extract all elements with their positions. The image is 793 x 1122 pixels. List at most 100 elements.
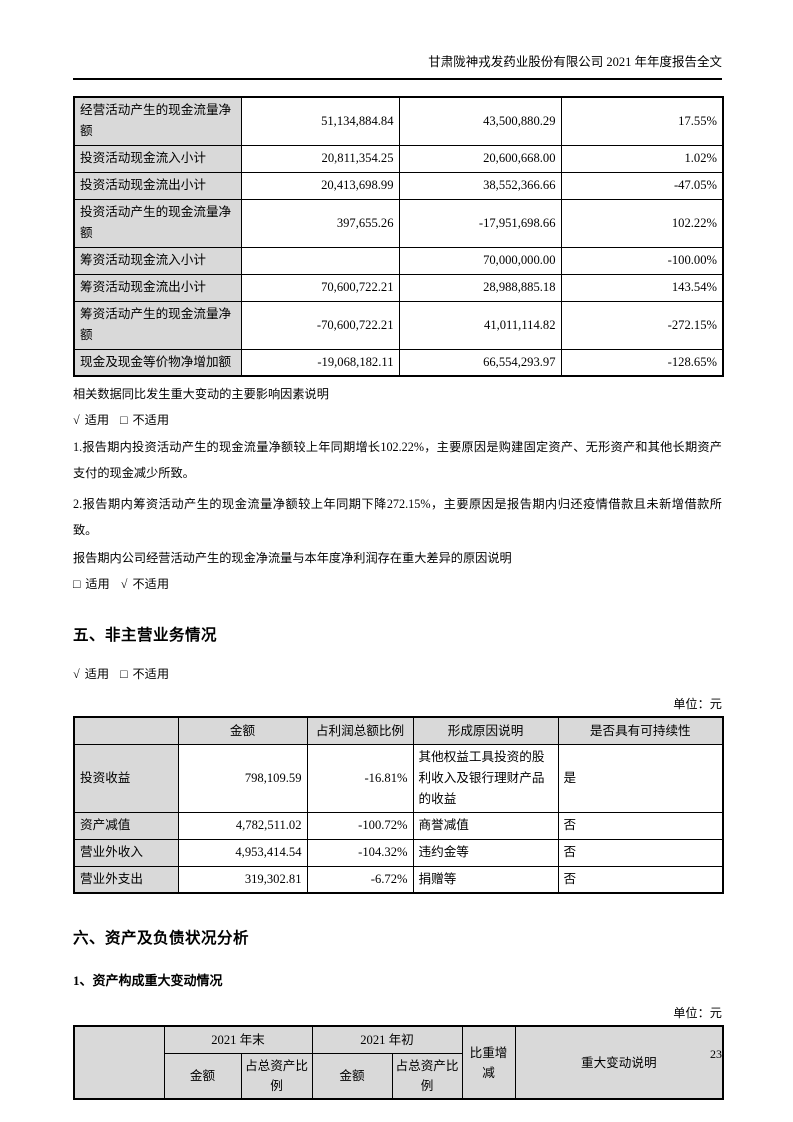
applicable-label: 适用 [84,667,110,681]
table-row: 投资活动产生的现金流量净额 397,655.26 -17,951,698.66 … [73,198,724,248]
table-header-row: 2021 年末 2021 年初 比重增减 重大变动说明 [73,1025,724,1100]
prior-year-cell: 41,011,114.82 [398,300,562,350]
row-label-cell: 筹资活动产生的现金流量净额 [73,300,242,350]
factors-note-title: 相关数据同比发生重大变动的主要影响因素说明 [73,387,329,401]
not-applicable-label: 不适用 [132,413,170,427]
current-year-cell [240,246,400,275]
sustainable-cell: 是 [557,743,724,813]
change-cell: -128.65% [560,348,724,377]
sustainable-cell: 否 [557,811,724,840]
prior-year-cell: 70,000,000.00 [398,246,562,275]
row-label-cell: 营业外支出 [73,865,179,894]
cash-flow-table: 经营活动产生的现金流量净额 51,134,884.84 43,500,880.2… [73,96,724,377]
unit-label: 单位：元 [673,1006,722,1020]
change-cell: -100.00% [560,246,724,275]
table-row: 营业外收入 4,953,414.54 -104.32% 违约金等 否 [73,838,724,867]
prior-year-cell: 43,500,880.29 [398,96,562,146]
table-row: 资产减值 4,782,511.02 -100.72% 商誉减值 否 [73,811,724,840]
change-cell: 1.02% [560,144,724,173]
checkbox-icon: □ [73,577,81,591]
table-header-row: 金额 占利润总额比例 形成原因说明 是否具有可持续性 [73,716,724,745]
table-row: 筹资活动现金流入小计 70,000,000.00 -100.00% [73,246,724,275]
note-paragraph-1: 1.报告期内投资活动产生的现金流量净额较上年同期增长102.22%，主要原因是购… [73,440,722,480]
applicability-line-difference: □ 适用 √ 不适用 [73,576,722,593]
prior-year-cell: -17,951,698.66 [398,198,562,248]
not-applicable-label: 不适用 [132,667,170,681]
table-row: 现金及现金等价物净增加额 -19,068,182.11 66,554,293.9… [73,348,724,377]
change-cell: 102.22% [560,198,724,248]
row-label-cell: 现金及现金等价物净增加额 [73,348,242,377]
ratio-cell: -100.72% [306,811,414,840]
amount-header-cell: 金额 [177,716,308,745]
asset-structure-table: 2021 年末 2021 年初 比重增减 重大变动说明 金额 占总资产比例 金额… [73,1025,724,1100]
current-year-cell: -70,600,722.21 [240,300,400,350]
row-label-cell: 筹资活动现金流入小计 [73,246,242,275]
current-year-cell: 70,600,722.21 [240,273,400,302]
amount-cell: 798,109.59 [177,743,308,813]
prior-year-cell: 20,600,668.00 [398,144,562,173]
unit-label: 单位：元 [673,697,722,711]
asset-ratio-header-cell: 占总资产比例 [240,1052,313,1100]
note-paragraph-2: 2.报告期内筹资活动产生的现金流量净额较上年同期下降272.15%，主要原因是报… [73,497,722,537]
current-year-cell: 20,413,698.99 [240,171,400,200]
change-cell: 17.55% [560,96,724,146]
amount-cell: 319,302.81 [177,865,308,894]
prior-year-cell: 38,552,366.66 [398,171,562,200]
reason-cell: 商誉减值 [412,811,559,840]
row-label-cell: 投资活动现金流出小计 [73,171,242,200]
non-operating-business-table: 金额 占利润总额比例 形成原因说明 是否具有可持续性 投资收益 798,109.… [73,716,724,894]
section-five-heading: 五、非主营业务情况 [73,627,218,644]
reason-header-cell: 形成原因说明 [412,716,559,745]
checkbox-icon: □ [120,667,128,681]
checkbox-icon: □ [120,413,128,427]
change-cell: -47.05% [560,171,724,200]
asset-ratio-header-cell: 占总资产比例 [391,1052,463,1100]
table-row: 投资收益 798,109.59 -16.81% 其他权益工具投资的股利收入及银行… [73,743,724,813]
page-number: 23 [710,1047,722,1061]
row-label-cell: 投资收益 [73,743,179,813]
page-header: 甘肃陇神戎发药业股份有限公司 2021 年年度报告全文 [73,54,722,80]
ratio-cell: -104.32% [306,838,414,867]
applicable-label: 适用 [85,577,110,591]
row-label-cell: 筹资活动现金流出小计 [73,273,242,302]
table-row: 营业外支出 319,302.81 -6.72% 捐赠等 否 [73,865,724,894]
table-row: 投资活动现金流入小计 20,811,354.25 20,600,668.00 1… [73,144,724,173]
table-row: 筹资活动产生的现金流量净额 -70,600,722.21 41,011,114.… [73,300,724,350]
amount-cell: 4,953,414.54 [177,838,308,867]
ratio-cell: -6.72% [306,865,414,894]
applicability-line-section-five: √ 适用 □ 不适用 [73,664,722,682]
current-year-cell: -19,068,182.11 [240,348,400,377]
sustainable-cell: 否 [557,838,724,867]
table-row: 筹资活动现金流出小计 70,600,722.21 28,988,885.18 1… [73,273,724,302]
item-header-cell [73,1025,165,1100]
table-header-row: 金额 占总资产比例 金额 占总资产比例 [74,1052,723,1100]
ratio-cell: -16.81% [306,743,414,813]
amount-cell: 4,782,511.02 [177,811,308,840]
amount-header-cell: 金额 [163,1052,242,1100]
change-cell: -272.15% [560,300,724,350]
asset-change-subheading: 1、资产构成重大变动情况 [73,973,223,988]
report-title: 甘肃陇神戎发药业股份有限公司 2021 年年度报告全文 [428,55,722,69]
section-six-heading: 六、资产及负债状况分析 [73,930,250,947]
amount-header-cell: 金额 [311,1052,393,1100]
check-icon: √ [73,667,80,681]
reason-cell: 捐赠等 [412,865,559,894]
current-year-cell: 51,134,884.84 [240,96,400,146]
row-label-cell: 营业外收入 [73,838,179,867]
table-row: 经营活动产生的现金流量净额 51,134,884.84 43,500,880.2… [73,96,724,146]
year-start-header-cell: 2021 年初 [311,1025,463,1054]
reason-cell: 其他权益工具投资的股利收入及银行理财产品的收益 [412,743,559,813]
difference-note-title: 报告期内公司经营活动产生的现金净流量与本年度净利润存在重大差异的原因说明 [73,551,512,565]
applicable-label: 适用 [84,413,110,427]
reason-cell: 违约金等 [412,838,559,867]
page-content: 经营活动产生的现金流量净额 51,134,884.84 43,500,880.2… [73,96,724,1100]
sustainable-cell: 否 [557,865,724,894]
not-applicable-label: 不适用 [132,577,170,591]
sustainable-header-cell: 是否具有可持续性 [557,716,724,745]
item-header-cell [73,716,179,745]
check-icon: √ [120,577,128,591]
row-label-cell: 经营活动产生的现金流量净额 [73,96,242,146]
row-label-cell: 投资活动现金流入小计 [73,144,242,173]
prior-year-cell: 28,988,885.18 [398,273,562,302]
